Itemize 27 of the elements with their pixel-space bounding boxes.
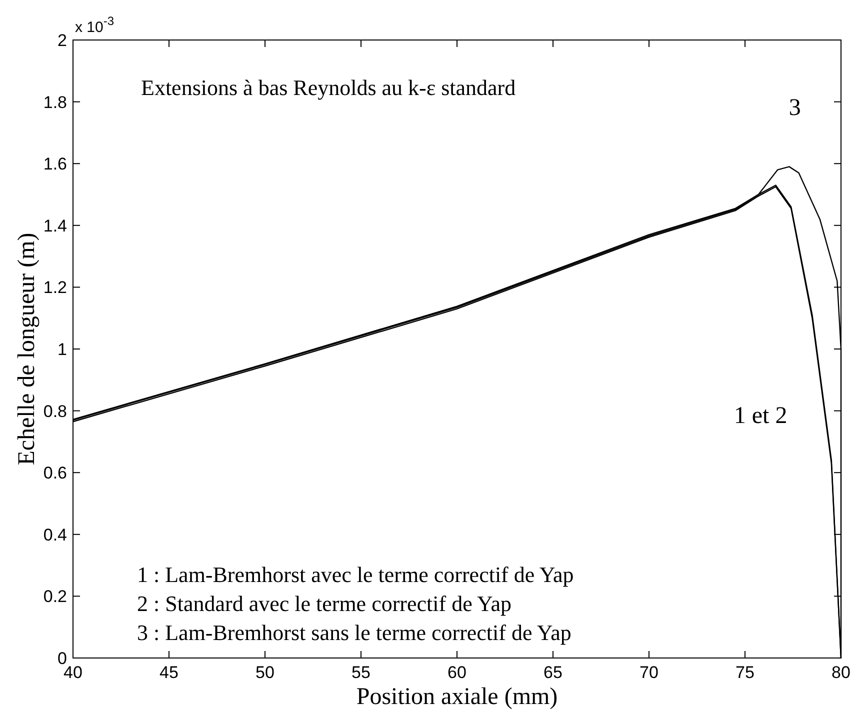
annotation: 1 : Lam-Bremhorst avec le terme correctif de Yap [137, 562, 574, 587]
y-tick-label: 1.8 [43, 92, 67, 112]
y-axis-title: Echelle de longueur (m) [14, 232, 40, 466]
y-tick-label: 1 [58, 340, 67, 359]
text: x 10$^{-3}$ [75, 14, 114, 36]
x-tick-label: 75 [736, 663, 754, 682]
x-tick-label: 50 [256, 663, 274, 682]
y-tick-label: 1.4 [43, 216, 67, 236]
x-tick-label: 45 [160, 663, 178, 682]
y-tick-label: 0.2 [43, 587, 67, 606]
annotation: 3 : Lam-Bremhorst sans le terme correctif de Yap [137, 620, 572, 645]
y-tick-label: 1.2 [43, 278, 67, 298]
text: Extensions à bas Reynolds au k-ε standard [141, 75, 516, 100]
y-tick-label: 0.6 [43, 464, 67, 483]
y-tick-label: 0.8 [43, 402, 67, 421]
annotation: 3 [788, 95, 801, 121]
x-axis-title: Position axiale (mm) [356, 684, 558, 710]
annotation: 1 et 2 [734, 403, 788, 430]
x-tick-label: 60 [448, 663, 466, 682]
y-tick-label: 1.6 [43, 154, 67, 174]
x-tick-label: 65 [544, 663, 562, 682]
y-tick-label: 0.4 [43, 525, 67, 544]
x-tick-label: 80 [832, 663, 850, 682]
x-tick-label: 55 [352, 663, 370, 682]
annotation: 2 : Standard avec le terme correctif de Yap [137, 591, 512, 616]
y-tick-label: 2 [58, 31, 67, 50]
x-tick-label: 70 [640, 663, 658, 682]
